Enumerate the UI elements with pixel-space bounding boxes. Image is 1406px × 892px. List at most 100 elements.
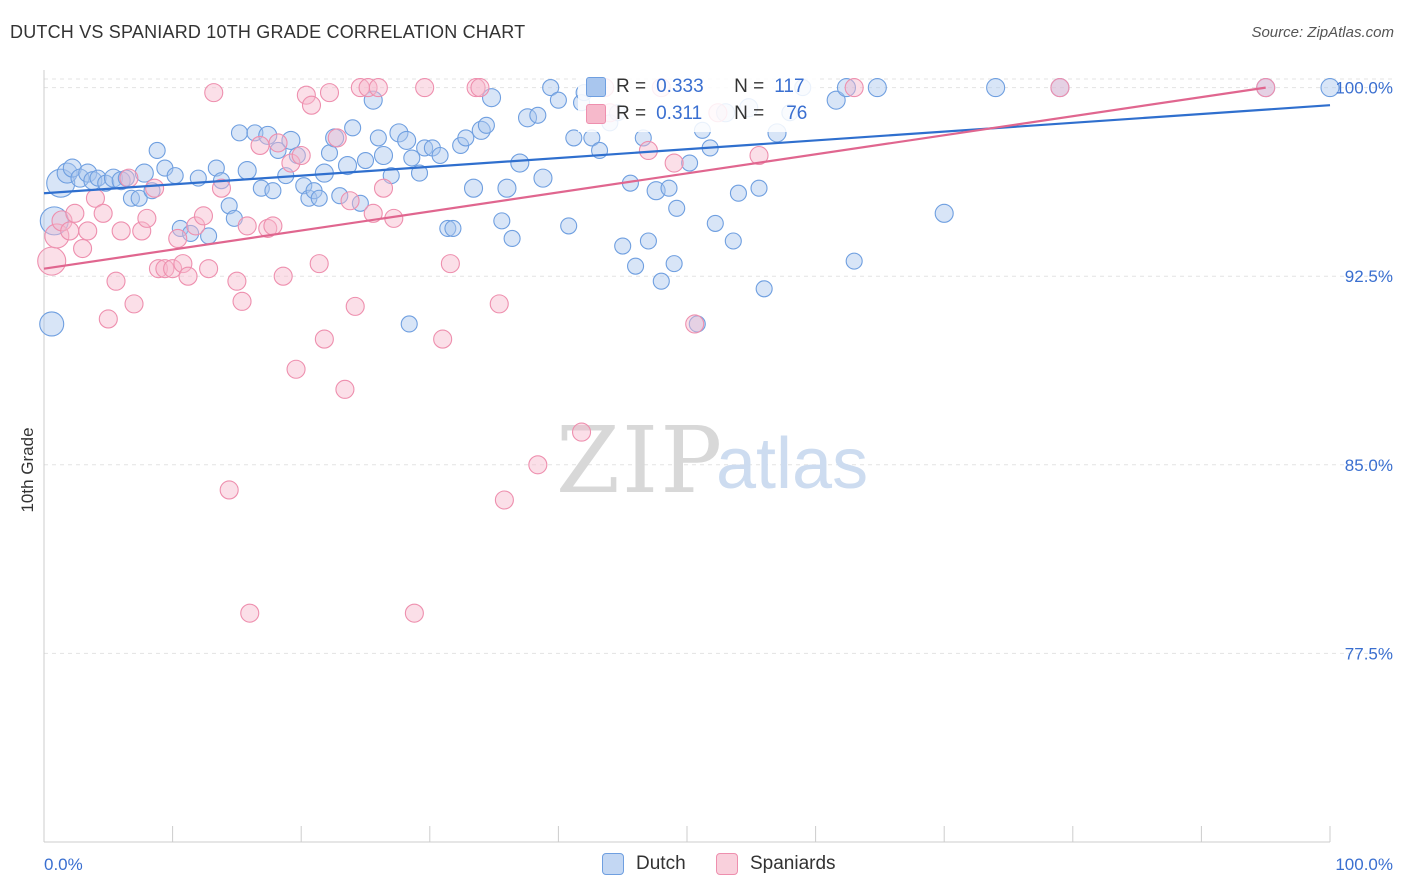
spaniards-point [281,153,301,173]
spaniards-point [685,314,705,334]
dutch-point [652,272,670,290]
dutch-point [668,199,686,217]
dutch-point [444,219,462,237]
dutch-point [826,90,846,110]
y-tick-label: 92.5% [1345,267,1393,286]
legend-item-spaniards[interactable]: Spaniards [716,852,836,876]
spaniards-point [93,203,113,223]
dutch-point [269,141,287,160]
spaniards-point [440,254,460,274]
dutch-point [660,179,678,197]
spaniards-point [119,168,139,188]
dutch-point [477,116,495,134]
spaniards-point [106,271,126,291]
spaniards-point [227,271,247,291]
spaniards-point [148,259,169,279]
spaniards-point [155,259,175,279]
dutch-point [130,189,148,207]
dutch-r-value: 0.333 [656,76,704,97]
watermark: ZIP atlas [556,407,868,514]
spaniards-point [98,309,118,329]
spaniards-point [363,203,383,223]
dutch-point [400,315,418,333]
legend-item-dutch[interactable]: Dutch [602,852,686,876]
spaniards-point [470,78,490,98]
spaniards-r-label: R = [616,103,647,124]
spaniards-point [132,221,152,241]
dutch-point [614,237,632,255]
spaniards-trend-line [43,86,1266,270]
dutch-swatch [586,77,606,97]
dutch-point [117,169,135,187]
spaniards-point [368,78,388,98]
dutch-point [688,315,706,333]
spaniards-point [60,221,80,241]
spaniards-point [404,603,424,623]
spaniards-point [65,203,85,223]
legend-dutch-swatch [602,853,624,875]
spaniards-point [489,294,509,314]
dutch-point [934,203,954,223]
dutch-point [706,214,724,232]
dutch-point [1320,78,1340,98]
stats-row-dutch: R = 0.333 N = 117 [586,74,805,100]
dutch-point [565,129,583,147]
dutch-point [529,106,547,124]
dutch-point [230,124,249,142]
dutch-point [439,219,457,237]
axes [43,70,1331,843]
spaniards-point [124,294,144,314]
dutch-point [166,167,184,185]
dutch-point [295,177,313,195]
spaniards-point [37,246,67,276]
dutch-point [549,91,567,109]
spaniards-point [319,83,340,103]
y-axis-label: 10th Grade [18,427,37,513]
dutch-trend-line [43,104,1331,195]
dutch-point [264,182,282,200]
chart-title: DUTCH VS SPANIARD 10TH GRADE CORRELATION… [10,22,526,42]
dutch-r-label: R = [616,76,647,97]
spaniards-point [335,379,355,399]
trend-lines [43,86,1331,270]
spaniards-point [173,254,193,274]
dutch-point [103,168,123,188]
dutch-point [331,187,349,205]
spaniards-point [186,216,206,236]
dutch-point [986,78,1006,98]
spaniards-point [358,78,378,98]
spaniards-point [51,210,73,232]
dutch-point [62,158,82,178]
dutch-point [220,197,238,215]
spaniards-point [273,266,293,286]
x-tick-label: 0.0% [44,855,83,874]
dutch-point [337,156,358,176]
spaniards-n-label: N = [734,103,765,124]
legend-spaniards-label: Spaniards [750,853,836,874]
dutch-n-value: 117 [774,76,805,97]
spaniards-point [240,603,260,623]
dutch-point [665,255,683,273]
dutch-point [493,212,511,230]
tick-labels: 77.5% 85.0% 92.5% 100.0% 0.0% 100.0% [44,79,1393,874]
spaniards-point [78,221,98,241]
dutch-point [755,280,773,298]
spaniards-point [664,153,684,173]
dutch-point [729,184,747,202]
y-tick-label: 77.5% [1345,644,1393,663]
spaniards-point [291,145,311,166]
dutch-point [373,145,394,166]
dutch-point [845,252,863,270]
dutch-point [344,119,362,137]
dutch-point [646,181,666,201]
dutch-point [56,162,78,184]
dutch-point [463,178,484,198]
data-points [37,78,1340,623]
y-tick-label: 100.0% [1335,79,1393,98]
legend-dutch-label: Dutch [636,853,686,874]
spaniards-swatch [586,104,606,124]
dutch-n-label: N = [734,76,765,97]
spaniards-point [309,254,329,274]
dutch-point [517,108,538,128]
